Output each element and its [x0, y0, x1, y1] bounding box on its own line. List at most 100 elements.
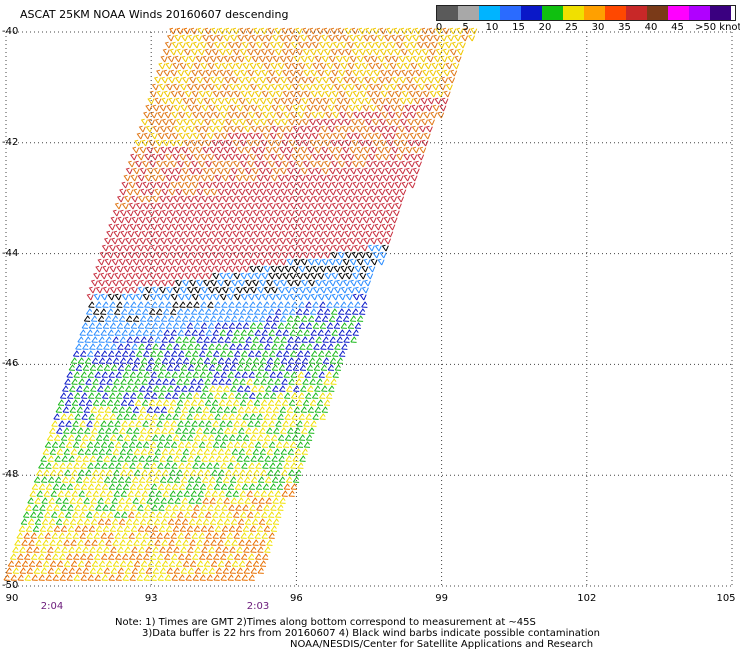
wind-barb [136, 132, 144, 140]
wind-barb [215, 546, 222, 553]
wind-barb [236, 343, 243, 350]
wind-barb [354, 301, 361, 308]
wind-barb [266, 336, 273, 343]
wind-barb [302, 27, 310, 35]
wind-barb [374, 41, 382, 49]
wind-barb [270, 301, 277, 308]
wind-barb [115, 392, 123, 399]
wind-barb [224, 209, 232, 217]
wind-barb [32, 525, 39, 532]
wind-barb [133, 448, 140, 455]
wind-barb [282, 202, 290, 210]
wind-barb [299, 34, 308, 42]
wind-barb [307, 167, 315, 175]
wind-barb [233, 90, 241, 98]
wind-barb [167, 146, 175, 154]
wind-barb [399, 118, 407, 126]
wind-barb [331, 181, 339, 189]
wind-barb [360, 111, 368, 119]
wind-barb [170, 420, 177, 427]
wind-barb [180, 237, 189, 245]
wind-barb [171, 371, 178, 378]
wind-barb [285, 34, 294, 42]
wind-barb [57, 490, 64, 497]
wind-barb [36, 469, 43, 476]
wind-barb [183, 399, 191, 406]
wind-barb [241, 574, 248, 581]
wind-barb [190, 511, 198, 518]
wind-barb [414, 27, 422, 35]
wind-barb [267, 399, 275, 406]
wind-barb [243, 455, 250, 462]
wind-barb [255, 371, 262, 378]
wind-barb [222, 237, 231, 245]
wind-barb [184, 90, 192, 98]
wind-barb [347, 83, 355, 91]
wind-barb [237, 406, 244, 413]
wind-barb [271, 343, 278, 350]
wind-barb [89, 343, 96, 350]
wind-barb [353, 111, 361, 119]
wind-barb [309, 48, 317, 56]
wind-barb [385, 188, 393, 196]
wind-barb [188, 55, 196, 63]
wind-barb [209, 385, 216, 392]
wind-barb [217, 539, 224, 546]
wind-barb [111, 406, 118, 413]
wind-barb [229, 546, 236, 553]
wind-barb [122, 371, 129, 378]
wind-barb [113, 308, 121, 315]
wind-barb [395, 132, 403, 140]
note-line-1: Note: 1) Times are GMT 2)Times along bot… [115, 617, 536, 628]
wind-barb [102, 301, 109, 308]
wind-barb [162, 399, 170, 406]
wind-barb [101, 371, 108, 378]
wind-barb [318, 111, 326, 119]
wind-barb [330, 48, 338, 56]
wind-barb [72, 420, 79, 427]
wind-barb [193, 525, 200, 532]
wind-barb [354, 195, 363, 203]
wind-barb [277, 301, 284, 308]
wind-barb [336, 357, 344, 364]
wind-barb [104, 385, 111, 392]
wind-barb [197, 399, 205, 406]
wind-barb [271, 455, 278, 462]
wind-barb [228, 153, 236, 161]
wind-barb [358, 27, 366, 35]
wind-barb [344, 139, 352, 147]
wind-barb [138, 364, 145, 371]
legend-tick-label: 0 [435, 22, 443, 33]
wind-barb [164, 41, 172, 49]
wind-barb [365, 27, 373, 35]
wind-barb [337, 230, 345, 238]
wind-barb [153, 76, 162, 84]
wind-barb [387, 69, 395, 77]
wind-barb [75, 343, 82, 350]
wind-barb [324, 293, 332, 301]
wind-barb [315, 209, 323, 217]
wind-barb [352, 329, 359, 336]
wind-barb [365, 230, 373, 238]
wind-barb [83, 406, 90, 413]
wind-barb [116, 322, 123, 329]
wind-barb [301, 357, 309, 364]
wind-barb [242, 322, 249, 329]
wind-barb [114, 329, 121, 336]
wind-barb [240, 90, 248, 98]
wind-barb [319, 62, 327, 70]
wind-barb [198, 329, 205, 336]
wind-barb [58, 532, 65, 539]
wind-barb [231, 118, 239, 126]
wind-barb [142, 532, 149, 539]
wind-barb [107, 553, 115, 560]
wind-barb [120, 251, 128, 259]
wind-barb [190, 308, 198, 315]
wind-barb [235, 434, 243, 441]
wind-barb [299, 364, 306, 371]
wind-barb [273, 357, 281, 364]
wind-barb [91, 539, 98, 546]
wind-barb [196, 209, 204, 217]
wind-barb [108, 244, 116, 252]
wind-barb [311, 223, 319, 231]
